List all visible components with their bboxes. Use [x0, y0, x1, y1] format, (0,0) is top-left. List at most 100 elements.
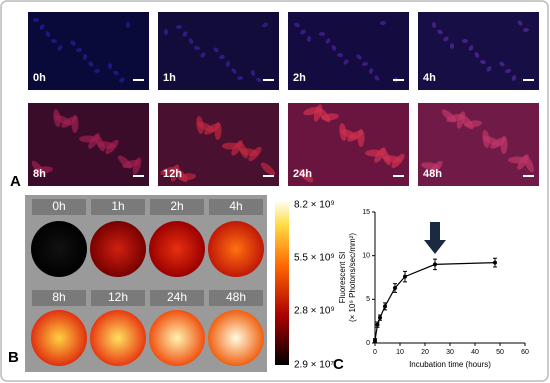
well-label: 24h [167, 290, 187, 304]
micrograph [28, 12, 149, 90]
x-axis-label: Incubation time (hours) [409, 360, 491, 369]
well [208, 310, 264, 366]
colorbar-label: 2.8 × 10⁹ [294, 305, 335, 316]
cell [219, 54, 225, 60]
cell [51, 38, 57, 44]
tile-label: 8h [33, 168, 46, 180]
cell [35, 166, 53, 174]
colorbar-label: 5.5 × 10⁹ [294, 253, 335, 264]
well [149, 310, 205, 366]
tile-label: 24h [293, 168, 312, 180]
cell [468, 45, 474, 51]
cell [163, 29, 169, 35]
plot-area [365, 211, 535, 343]
cell [306, 36, 312, 42]
point [493, 260, 497, 265]
cell [260, 162, 276, 176]
micrograph [288, 12, 409, 90]
well-label-bar [150, 199, 204, 215]
cell [39, 24, 45, 30]
cell [511, 75, 517, 81]
x-tick-label: 40 [471, 349, 479, 356]
cell [231, 68, 237, 74]
cell [500, 136, 508, 154]
arrow-annotation [424, 222, 446, 254]
cell [132, 157, 142, 175]
well-label-bar [150, 290, 204, 306]
x-tick-label: 30 [446, 349, 454, 356]
cell [225, 61, 231, 67]
cell [368, 68, 374, 74]
well-label: 8h [52, 290, 65, 304]
cell [194, 45, 200, 51]
cell [362, 61, 368, 67]
colorbar-label: 2.9 × 10⁷ [294, 360, 334, 371]
tile-label: 4h [423, 72, 436, 84]
cell [357, 129, 365, 147]
tile-label: 0h [33, 72, 46, 84]
cell [321, 113, 339, 121]
colorbar-label: 8.2 × 10⁹ [294, 200, 335, 211]
cell [256, 77, 262, 83]
point [378, 315, 382, 320]
point [403, 274, 407, 279]
tile-label: 1h [163, 72, 176, 84]
tile-label: 48h [423, 168, 442, 180]
colorbar [275, 200, 289, 365]
cell [45, 31, 51, 37]
well-label: 0h [52, 199, 65, 213]
cell [437, 29, 443, 35]
y-axis-label: Fluorescent SI [338, 252, 347, 304]
y-tick-label: 10 [362, 253, 370, 260]
well-label: 1h [111, 199, 124, 213]
cell [262, 22, 268, 28]
cell [443, 36, 449, 42]
cell [250, 70, 256, 76]
cell [248, 146, 262, 162]
x-tick-label: 10 [396, 349, 404, 356]
cell [294, 22, 300, 28]
x-tick-label: 20 [421, 349, 429, 356]
cell [391, 153, 405, 169]
point [373, 338, 377, 343]
micrograph [288, 103, 409, 186]
y-axis-label: (× 10⁹ Photons/sec/mm²) [348, 233, 357, 322]
cell [125, 22, 131, 28]
cell [380, 20, 386, 26]
y-tick-label: 15 [362, 209, 370, 216]
well-label: 12h [108, 290, 128, 304]
well [90, 310, 146, 366]
cell [213, 47, 219, 53]
well-label: 48h [226, 290, 246, 304]
cell [237, 75, 243, 81]
x-tick-label: 50 [496, 349, 504, 356]
micrograph [418, 12, 539, 90]
well [31, 221, 87, 277]
cell [71, 115, 79, 133]
cell [200, 52, 206, 58]
panel-label: C [333, 356, 344, 373]
well-label-bar [32, 290, 86, 306]
well [31, 310, 87, 366]
cell [523, 27, 529, 33]
cell [429, 160, 443, 176]
cell [524, 155, 534, 173]
cell [176, 25, 182, 29]
cell [107, 63, 113, 69]
cell [517, 20, 523, 26]
cell [374, 75, 380, 81]
cell [178, 173, 196, 181]
cell [113, 70, 119, 76]
point [393, 285, 397, 290]
well [149, 221, 205, 277]
cell [182, 31, 188, 37]
cell [480, 59, 486, 65]
cell [505, 68, 511, 74]
cell [331, 45, 337, 51]
panel-label: B [8, 349, 19, 366]
tile-label: 12h [163, 168, 182, 180]
cell [337, 52, 343, 58]
cell [300, 29, 306, 35]
micrograph [28, 103, 149, 186]
cell [57, 45, 63, 51]
